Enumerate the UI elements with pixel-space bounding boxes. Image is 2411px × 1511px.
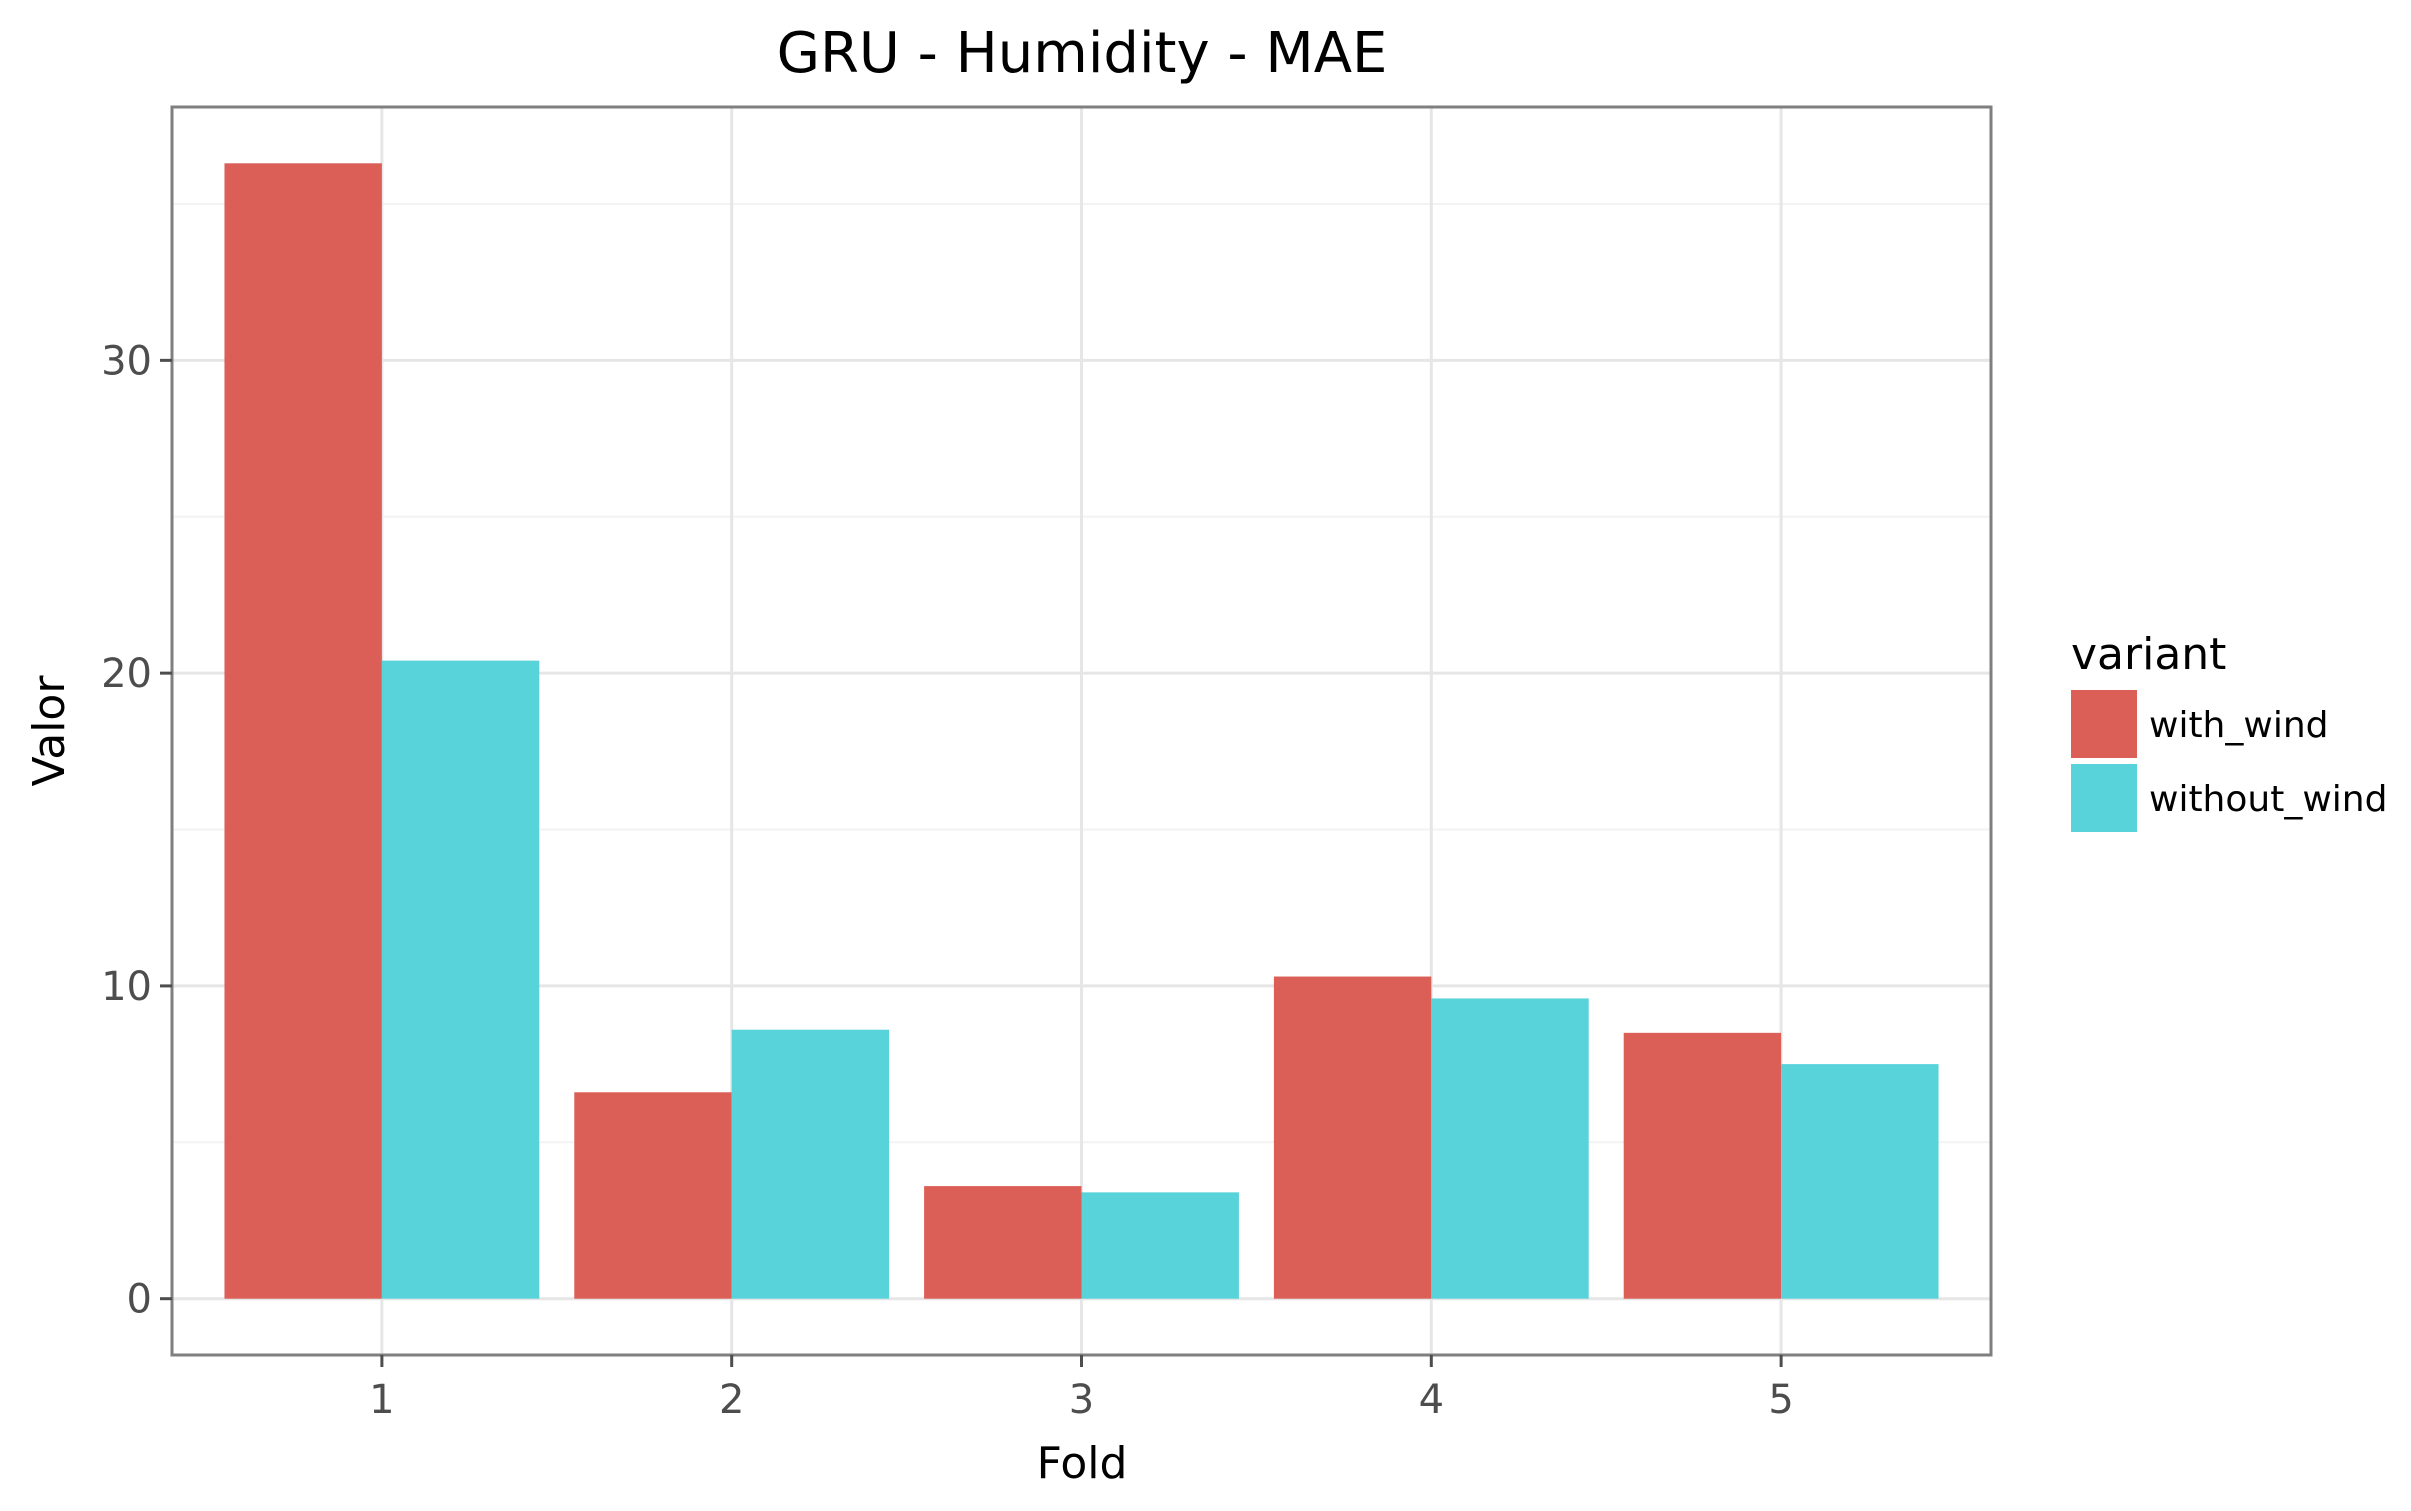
bar-without_wind-fold-4 (1431, 998, 1589, 1299)
x-tick-label: 4 (1419, 1377, 1444, 1423)
bar-without_wind-fold-3 (1081, 1192, 1239, 1299)
y-tick-label: 0 (127, 1277, 152, 1323)
bar-with_wind-fold-2 (574, 1092, 732, 1299)
legend-label-without_wind: without_wind (2149, 779, 2387, 820)
x-tick-label: 1 (369, 1377, 394, 1423)
bar-with_wind-fold-1 (224, 163, 382, 1299)
legend-key-without_wind (2071, 764, 2137, 832)
y-axis: 0 10 20 30 (101, 338, 172, 1323)
y-tick-label: 10 (101, 964, 152, 1010)
bars (224, 163, 1939, 1299)
bar-without_wind-fold-5 (1781, 1064, 1939, 1299)
legend-key-with_wind (2071, 690, 2137, 758)
x-axis-title: Fold (1037, 1438, 1128, 1489)
legend-label-with_wind: with_wind (2149, 705, 2329, 746)
bar-without_wind-fold-1 (381, 660, 540, 1299)
x-axis: 1 2 3 4 5 (369, 1355, 1794, 1423)
bar-without_wind-fold-2 (731, 1029, 890, 1299)
bar-with_wind-fold-4 (1273, 976, 1432, 1299)
y-axis-title: Valor (24, 675, 75, 787)
bar-with_wind-fold-3 (924, 1186, 1082, 1299)
plot-panel (170, 105, 1993, 1357)
y-tick-label: 20 (101, 651, 152, 697)
x-tick-label: 5 (1768, 1377, 1793, 1423)
legend-title: variant (2071, 629, 2226, 680)
chart-title: GRU - Humidity - MAE (777, 21, 1388, 86)
y-tick-label: 30 (101, 338, 152, 384)
legend: variant with_wind without_wind (2071, 629, 2387, 832)
x-tick-label: 3 (1069, 1377, 1094, 1423)
bar-with_wind-fold-5 (1623, 1032, 1782, 1299)
x-tick-label: 2 (719, 1377, 744, 1423)
